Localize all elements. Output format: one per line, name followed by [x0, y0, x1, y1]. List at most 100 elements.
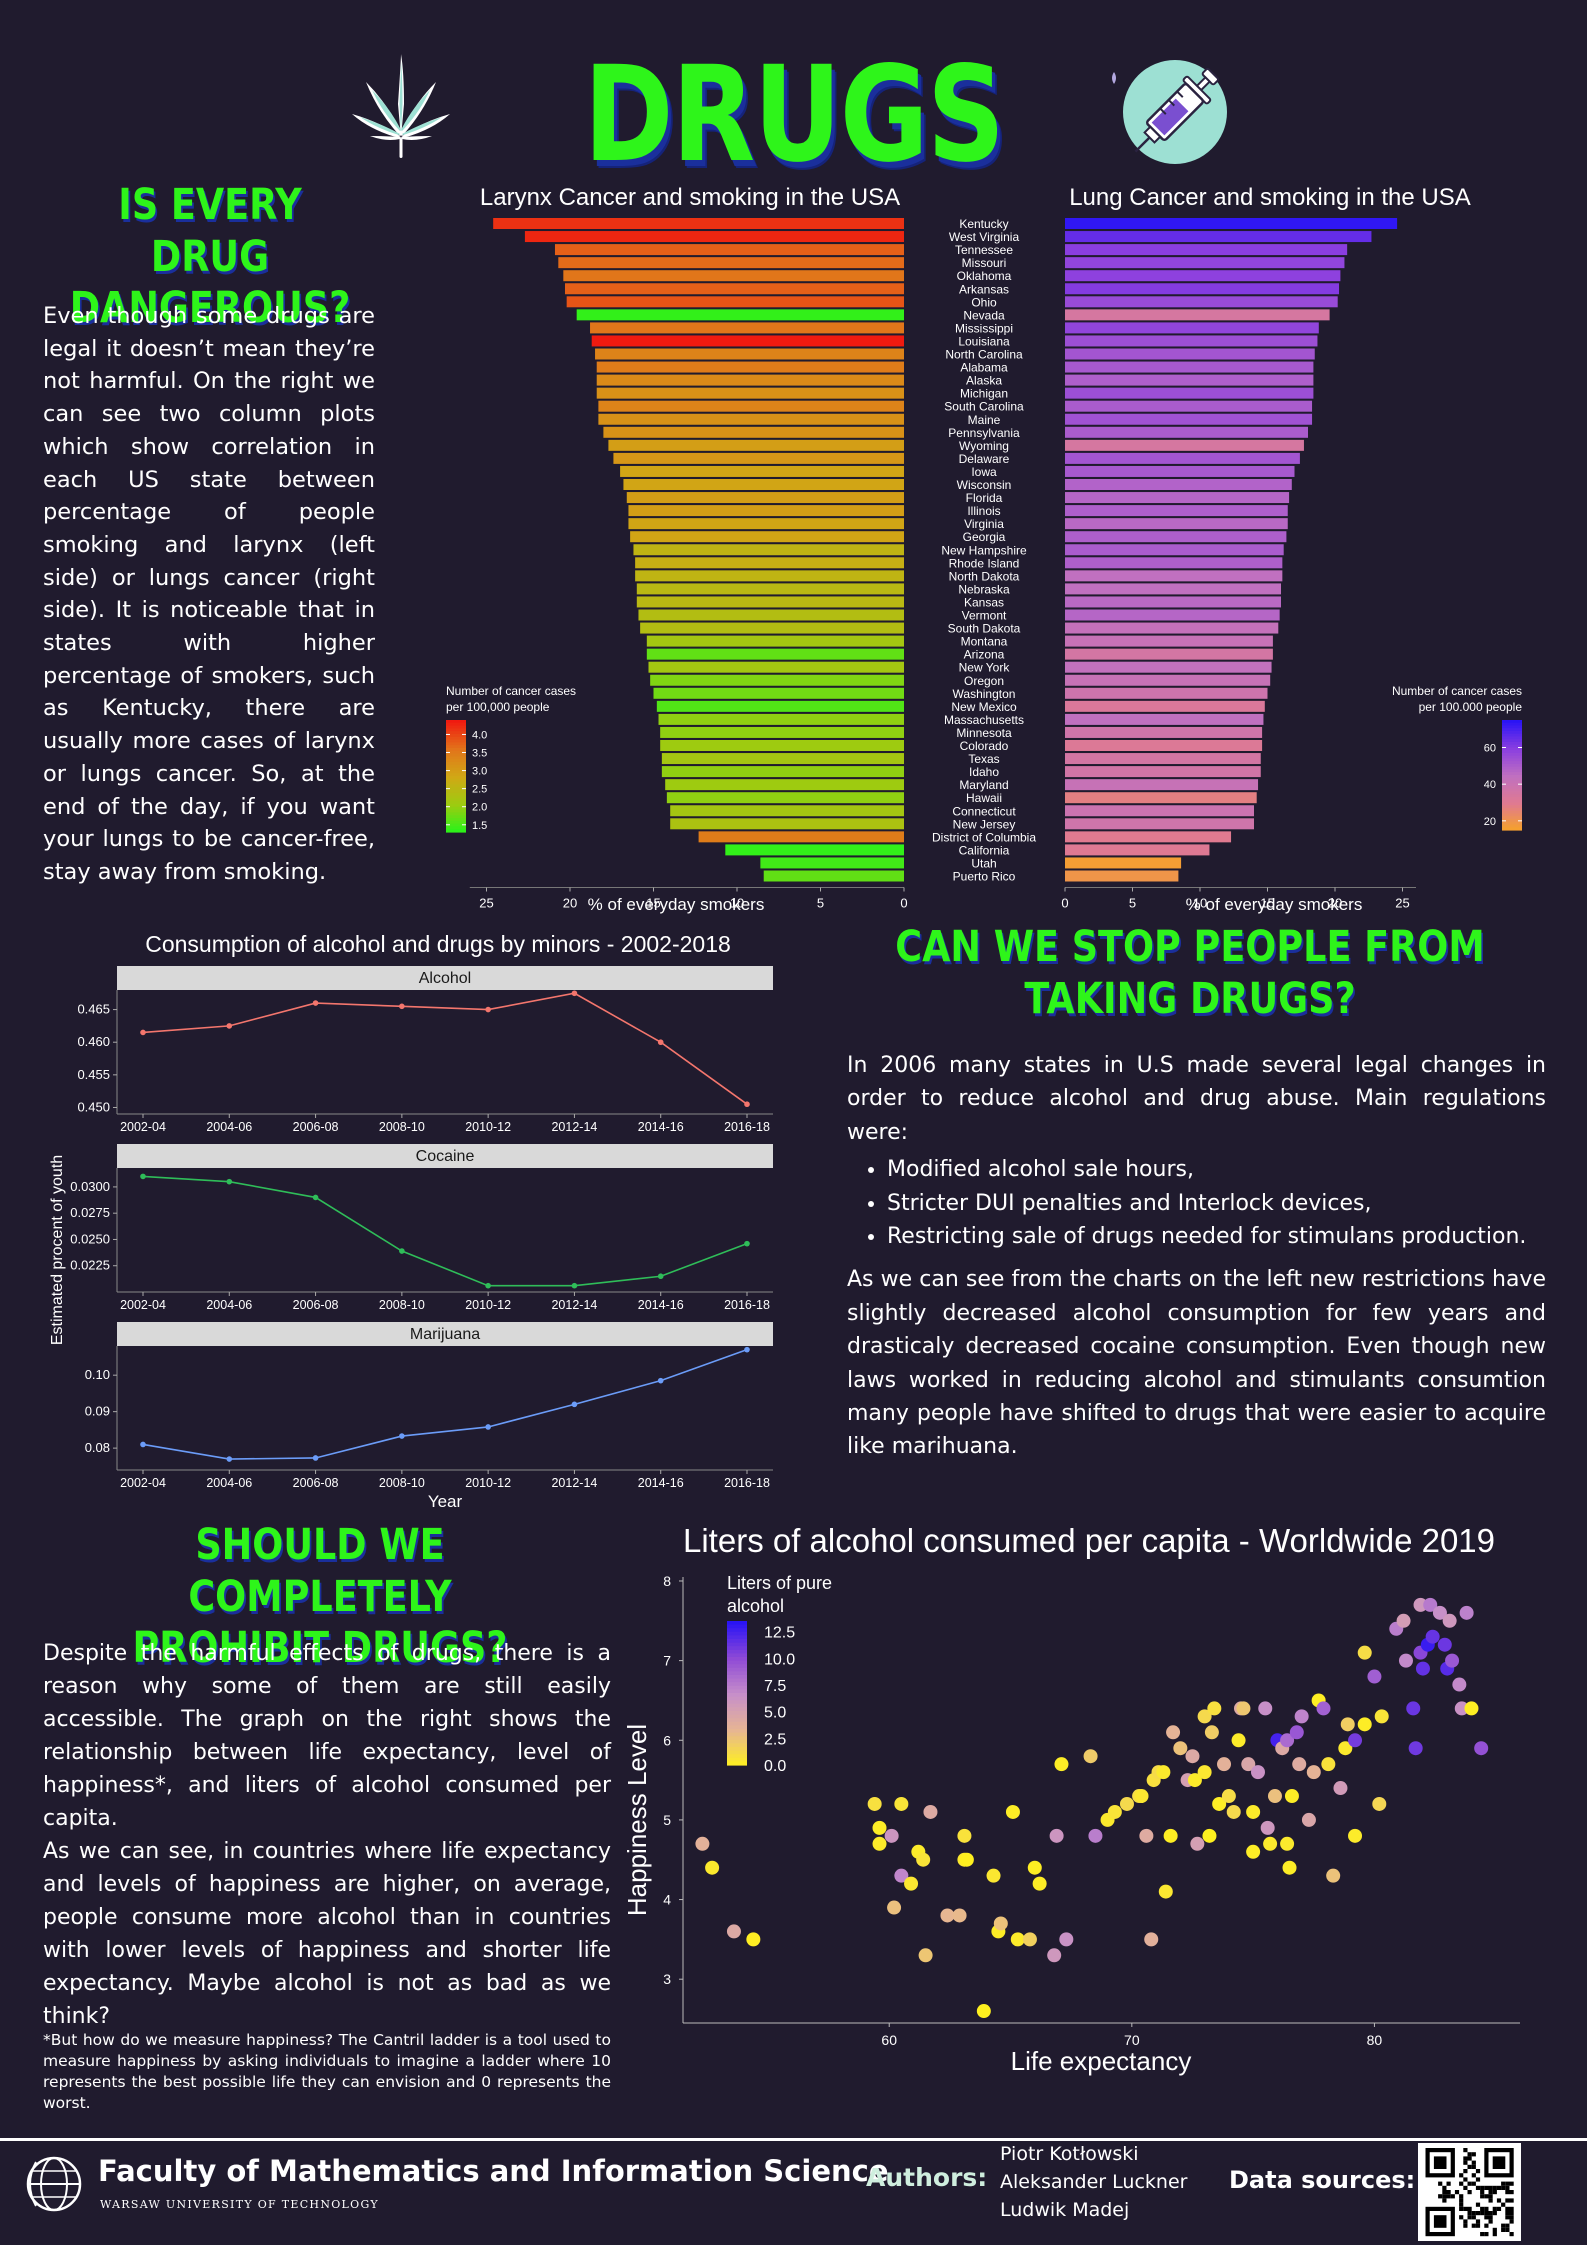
lung-legend-swatch	[1502, 802, 1522, 806]
lung-legend-swatch	[1502, 769, 1522, 773]
larynx-legend-swatch	[446, 776, 466, 780]
larynx-bar	[524, 231, 904, 243]
scatter-point	[1144, 1932, 1159, 1947]
panel-point	[571, 990, 578, 997]
scatter-point	[1207, 1701, 1222, 1716]
scatter-point	[1049, 1828, 1064, 1843]
lung-bar	[1065, 439, 1304, 451]
scatter-point	[1185, 1749, 1200, 1764]
lung-legend-swatch	[1502, 725, 1522, 729]
state-label: Alaska	[966, 374, 1002, 388]
larynx-tick-label: 20	[563, 896, 577, 911]
panel-x-tick-label: 2004-06	[206, 1298, 252, 1312]
panel-x-tick-label: 2002-04	[120, 1298, 166, 1312]
panel-x-tick-label: 2016-18	[724, 1120, 770, 1134]
lung-bar	[1065, 740, 1263, 751]
larynx-legend-swatch	[446, 781, 466, 785]
lung-legend-swatch	[1502, 797, 1522, 801]
section2-heading-line1: CAN WE STOP PEOPLE FROM	[895, 922, 1485, 972]
scatter-point	[867, 1796, 882, 1811]
larynx-bar	[725, 844, 904, 856]
lung-bar	[1065, 622, 1279, 634]
lung-bar	[1065, 766, 1261, 778]
scatter-point	[923, 1804, 938, 1819]
state-label: Minnesota	[956, 726, 1012, 740]
lung-legend-swatch	[1502, 761, 1522, 765]
data-sources-qr-code[interactable]	[1418, 2143, 1521, 2241]
larynx-legend-title-line2: per 100,000 people	[446, 700, 550, 714]
state-label: California	[959, 843, 1010, 857]
scatter-point	[1398, 1653, 1413, 1668]
scatter-legend-swatch	[727, 1675, 747, 1680]
state-label: Oregon	[964, 674, 1004, 688]
scatter-point	[1437, 1637, 1452, 1652]
panel-strip-label: Cocaine	[416, 1148, 475, 1165]
state-label: District of Columbia	[932, 830, 1036, 844]
scatter-legend-swatch	[727, 1685, 747, 1690]
lung-bar	[1065, 544, 1284, 556]
larynx-bar	[638, 609, 904, 621]
scatter-point	[872, 1820, 887, 1835]
larynx-legend-swatch	[446, 778, 466, 783]
lung-legend-swatch	[1502, 753, 1522, 757]
scatter-legend-swatch	[727, 1729, 747, 1734]
scatter-point	[1413, 1597, 1428, 1612]
section3-paragraph1: Despite the harmful effects of drugs, th…	[43, 1641, 611, 1831]
state-label: New Jersey	[953, 817, 1016, 831]
lung-legend-swatch	[1502, 780, 1522, 784]
scatter-point	[1415, 1661, 1430, 1676]
state-label: Mississippi	[955, 321, 1013, 335]
lung-bar	[1065, 322, 1319, 334]
larynx-tick-label: 5	[817, 896, 824, 911]
minors-consumption-chart: Consumption of alcohol and drugs by mino…	[49, 931, 773, 1511]
scatter-y-tick-label: 3	[663, 1971, 671, 1987]
panel-x-tick-label: 2014-16	[638, 1298, 684, 1312]
larynx-legend-swatch	[446, 804, 466, 808]
scatter-points	[695, 1597, 1489, 2019]
scatter-point	[1464, 1701, 1479, 1716]
panel-point	[312, 1000, 319, 1006]
state-label: Arkansas	[959, 282, 1009, 296]
larynx-x-axis-label: % of everyday smokers	[588, 895, 765, 914]
scatter-legend-swatch	[727, 1747, 747, 1752]
scatter-point	[1348, 1733, 1363, 1748]
scatter-point	[1204, 1725, 1219, 1740]
scatter-legend-swatch	[727, 1750, 747, 1755]
lung-bar	[1065, 374, 1314, 386]
scatter-point	[1357, 1645, 1372, 1660]
scatter-point	[1226, 1804, 1241, 1819]
lung-bar	[1065, 400, 1313, 412]
larynx-bar	[608, 439, 904, 451]
scatter-legend-swatch	[727, 1682, 747, 1687]
larynx-legend-swatch	[446, 770, 466, 774]
authors-label: Authors:	[866, 2163, 988, 2192]
lung-legend-swatch	[1502, 827, 1522, 831]
lung-legend-swatch	[1502, 786, 1522, 790]
scatter-point	[1459, 1605, 1474, 1620]
lung-legend-swatch	[1502, 747, 1522, 751]
larynx-legend-swatch	[446, 806, 466, 811]
scatter-legend-swatch	[727, 1757, 747, 1762]
panel-y-tick-label: 0.08	[85, 1440, 110, 1455]
panel-point	[140, 1441, 146, 1448]
scatter-point	[894, 1796, 909, 1811]
scatter-legend-swatch	[727, 1628, 747, 1633]
lung-tick-label: 5	[1129, 896, 1136, 911]
scatter-point	[1406, 1701, 1421, 1716]
lung-bar	[1065, 531, 1287, 543]
larynx-bar	[650, 674, 904, 686]
state-label: North Dakota	[949, 569, 1020, 583]
panel-point	[226, 1178, 233, 1185]
larynx-legend-swatch	[446, 790, 466, 794]
scatter-point	[695, 1836, 710, 1851]
scatter-point	[1197, 1709, 1212, 1724]
scatter-point	[1197, 1765, 1212, 1780]
minors-panels: Alcohol 0.450 0.455 0.460 0.465 2002-04 2004-0…	[70, 966, 773, 1490]
scatter-point	[1338, 1741, 1353, 1756]
state-label: Utah	[971, 856, 996, 870]
scatter-point	[1246, 1844, 1261, 1859]
larynx-legend-label: 4.0	[472, 729, 487, 741]
larynx-bar	[763, 870, 904, 882]
larynx-legend-swatch	[446, 734, 466, 738]
lung-legend-swatch	[1502, 736, 1522, 740]
